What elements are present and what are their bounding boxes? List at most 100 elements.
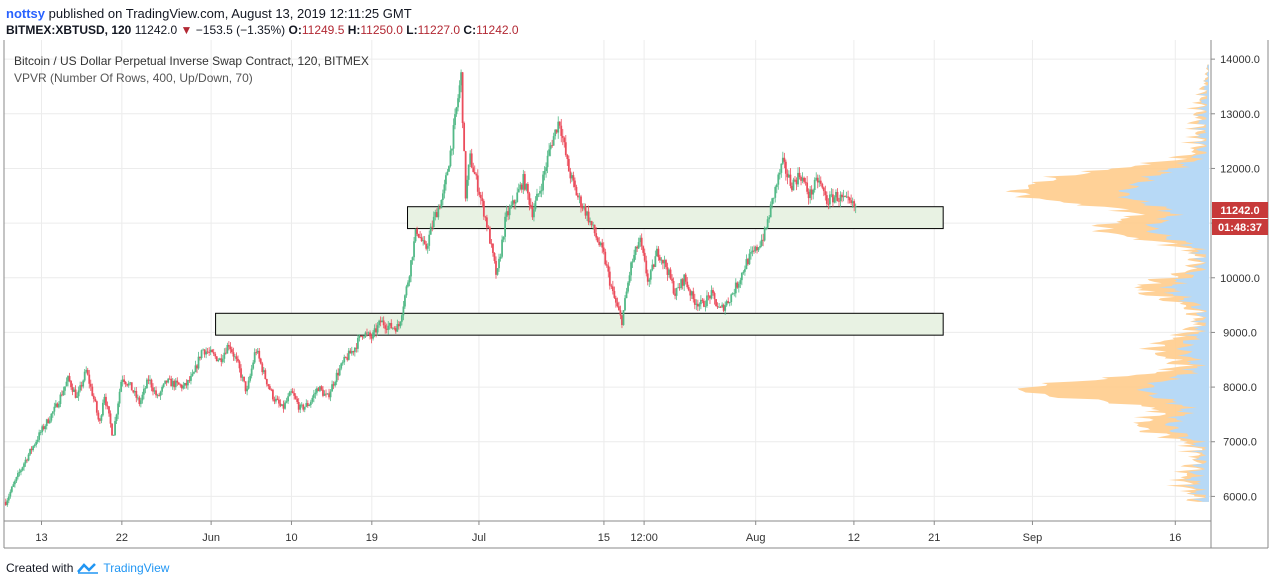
candle-body xyxy=(349,350,352,354)
candle-body xyxy=(314,392,317,395)
candle-body xyxy=(129,382,132,384)
candle-body xyxy=(95,401,98,413)
candle-body xyxy=(246,388,248,392)
candle-body xyxy=(689,290,692,296)
candle-body xyxy=(800,177,802,181)
candle-body xyxy=(142,388,145,395)
candle-body xyxy=(353,347,356,353)
candle-body xyxy=(197,356,200,369)
zone-rect[interactable] xyxy=(407,206,944,230)
candle-body xyxy=(703,300,705,307)
candle-body xyxy=(819,180,822,184)
candle-body xyxy=(536,193,538,201)
candle-body xyxy=(774,187,777,198)
candle-body xyxy=(193,372,195,374)
candle-body xyxy=(341,362,344,364)
price-tag-box xyxy=(1212,202,1268,218)
candle-body xyxy=(681,279,684,286)
candle-body xyxy=(217,359,220,362)
author-name[interactable]: nottsy xyxy=(6,6,45,21)
candle-body xyxy=(683,274,686,286)
candle-body xyxy=(490,243,493,245)
candle-body xyxy=(270,389,273,391)
candle-body xyxy=(9,491,12,497)
candle-body xyxy=(267,384,270,387)
candle-body xyxy=(15,477,18,482)
candle-body xyxy=(458,85,461,99)
candle-body xyxy=(91,386,94,396)
time-tick-label: 15 xyxy=(598,532,610,544)
candle-body xyxy=(179,384,182,386)
candle-body xyxy=(766,219,769,228)
candle-body xyxy=(253,352,256,363)
candle-body xyxy=(117,403,119,415)
candle-body xyxy=(540,190,543,192)
candle-body xyxy=(675,287,678,296)
candle-body xyxy=(832,194,834,203)
candle-body xyxy=(533,209,535,218)
candle-body xyxy=(699,299,702,305)
candle-body xyxy=(278,399,280,404)
candle-body xyxy=(651,264,654,271)
candle-body xyxy=(238,361,241,369)
zone-rect[interactable] xyxy=(215,312,944,336)
candle-body xyxy=(596,237,599,242)
candle-body xyxy=(241,376,244,378)
candle-body xyxy=(851,201,854,204)
candle-body xyxy=(32,446,35,451)
candle-body xyxy=(161,386,164,392)
candle-body xyxy=(36,439,39,442)
candle-body xyxy=(519,184,522,190)
candle-body xyxy=(608,271,611,286)
candle-body xyxy=(367,332,370,334)
candle-body xyxy=(537,193,540,195)
candle-body xyxy=(769,204,772,218)
candle-body xyxy=(539,191,541,194)
time-axis-labels: 13 22 Jun 10 19 Jul 15 12:00 Aug 12 21 Sep 16 xyxy=(35,521,1181,544)
candle-body xyxy=(640,237,643,247)
candle-body xyxy=(839,194,842,202)
candle-body xyxy=(208,352,211,353)
high-value: 11250.0 xyxy=(360,23,403,37)
candle-body xyxy=(745,259,748,270)
price-tag-value: 11242.0 xyxy=(1220,205,1259,217)
tradingview-brand[interactable]: TradingView xyxy=(103,561,170,575)
candle-body xyxy=(835,191,837,198)
candle-body xyxy=(845,196,848,198)
time-tick-label: Jun xyxy=(202,532,220,544)
candle-body xyxy=(466,179,469,199)
candle-body xyxy=(27,454,30,461)
candle-body xyxy=(513,200,516,204)
candle-body xyxy=(194,365,197,373)
candle-body xyxy=(103,396,106,403)
candle-body xyxy=(48,420,51,424)
candle-body xyxy=(552,136,555,146)
candle-body xyxy=(372,332,374,339)
candle-body xyxy=(482,201,485,217)
candle-body xyxy=(777,174,780,185)
candle-body xyxy=(255,352,258,354)
candle-body xyxy=(432,216,435,227)
time-tick-label: 10 xyxy=(285,532,297,544)
candle-body xyxy=(68,376,71,382)
price-tick-label: 8000.0 xyxy=(1223,382,1257,394)
candle-body xyxy=(123,379,126,382)
candle-body xyxy=(580,196,582,208)
price-chart[interactable]: 6000.07000.08000.09000.010000.011000.012… xyxy=(0,0,1274,558)
candle-body xyxy=(610,285,613,287)
candle-body xyxy=(271,389,274,400)
candle-body xyxy=(303,406,306,410)
candle-body xyxy=(384,325,387,329)
candle-body xyxy=(234,356,236,358)
candle-body xyxy=(261,363,264,373)
candle-body xyxy=(426,245,429,249)
candle-body xyxy=(205,351,208,355)
candle-body xyxy=(616,302,619,307)
candle-body xyxy=(397,324,400,327)
candle-body xyxy=(319,386,321,392)
candle-body xyxy=(467,164,470,180)
candle-body xyxy=(171,380,174,387)
candle-body xyxy=(130,382,133,391)
candle-body xyxy=(209,349,212,353)
candle-body xyxy=(564,142,567,156)
